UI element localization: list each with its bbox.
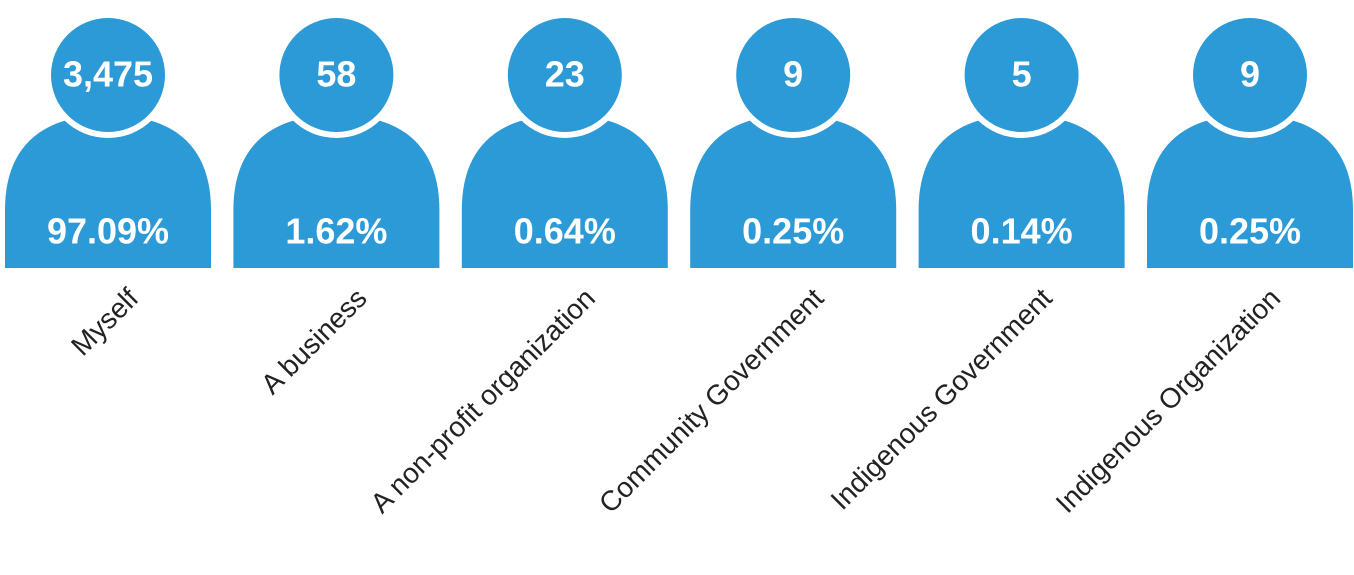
share: 1.62% <box>285 211 387 252</box>
share: 0.25% <box>1199 211 1301 252</box>
person-body <box>233 115 440 268</box>
category-label: Indigenous Government <box>825 282 1058 515</box>
count: 3,475 <box>63 54 153 95</box>
person-body <box>1147 115 1353 268</box>
person-head <box>1193 18 1307 132</box>
count: 9 <box>783 54 803 95</box>
count: 58 <box>316 54 356 95</box>
category-label: A business <box>255 282 373 400</box>
count: 5 <box>1012 54 1032 95</box>
person-head <box>964 18 1079 132</box>
person-body <box>690 115 897 268</box>
share: 0.25% <box>742 211 844 252</box>
person-body <box>461 115 668 268</box>
category-label: A non-profit organization <box>364 282 601 519</box>
person-head <box>507 18 622 132</box>
person-body <box>5 115 211 268</box>
category-label: Community Government <box>593 282 830 519</box>
person-head <box>279 18 394 132</box>
person-head <box>51 18 165 132</box>
share: 97.09% <box>47 211 169 252</box>
person-head <box>736 18 851 132</box>
share: 0.64% <box>514 211 616 252</box>
count: 23 <box>545 54 585 95</box>
person-body <box>918 115 1125 268</box>
share: 0.14% <box>971 211 1073 252</box>
category-label: Myself <box>65 282 144 361</box>
count: 9 <box>1240 54 1260 95</box>
category-label: Indigenous Organization <box>1050 282 1287 519</box>
